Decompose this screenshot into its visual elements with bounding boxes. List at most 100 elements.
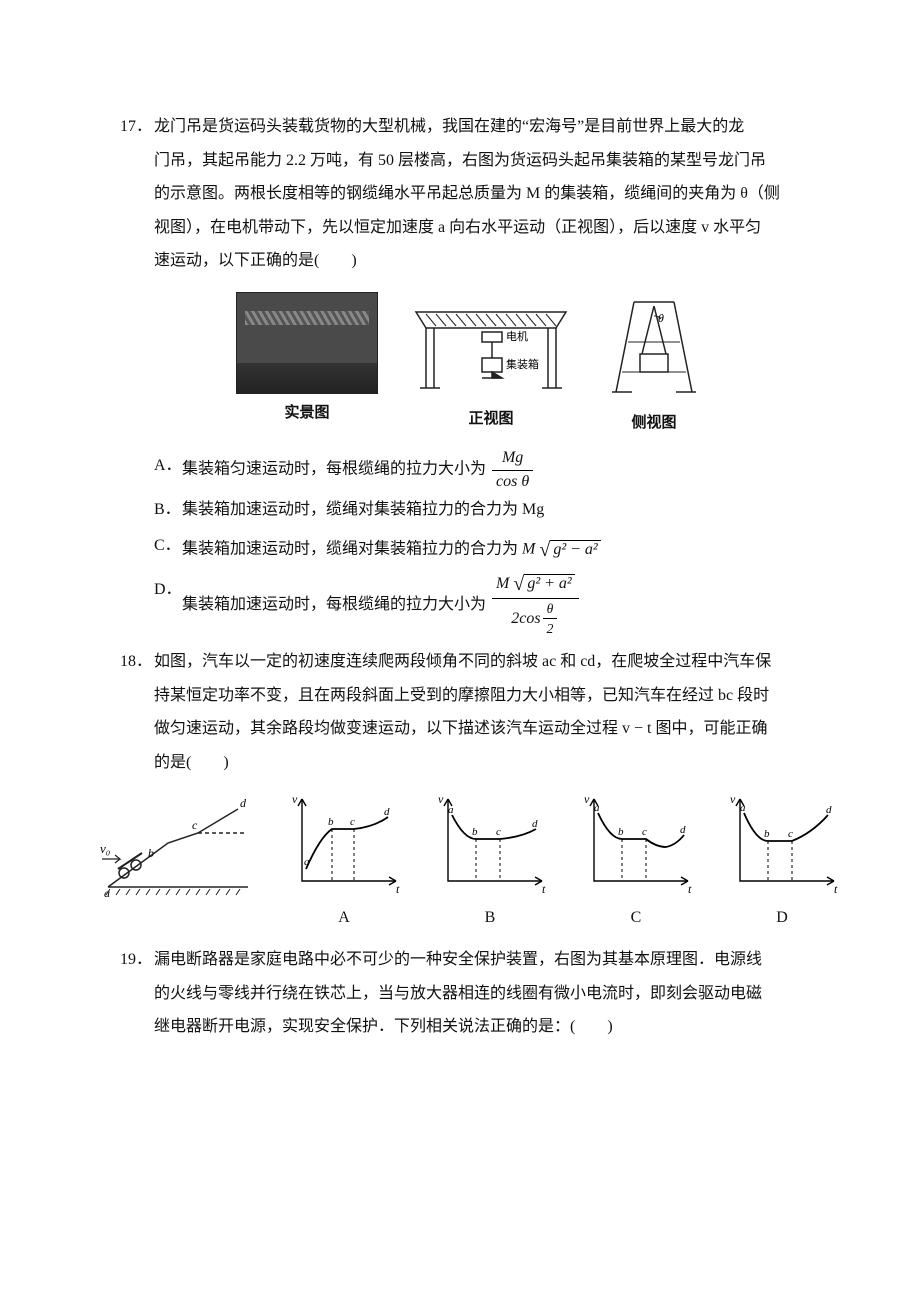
option-tag: C．: [154, 529, 182, 571]
pt-b: b: [328, 816, 334, 828]
sqrt-arg: g² + a²: [524, 574, 574, 592]
question-18: 18． 如图，汽车以一定的初速度连续爬两段倾角不同的斜坡 ac 和 cd，在爬坡…: [120, 645, 820, 935]
slope-c: c: [192, 818, 198, 832]
pt-b: b: [764, 828, 770, 840]
option-tag: B．: [154, 493, 182, 527]
page: 17． 龙门吊是货运码头装载货物的大型机械，我国在建的“宏海号”是目前世界上最大…: [0, 0, 920, 1302]
q17-fig-front: 电机 集装箱 正视图: [406, 292, 576, 440]
pt-c: c: [350, 816, 355, 828]
pt-b: b: [618, 826, 624, 838]
axis-x: t: [396, 882, 400, 896]
fraction-icon: M √g² + a² 2cosθ2: [492, 573, 579, 637]
axis-x: t: [834, 882, 838, 896]
question-17: 17． 龙门吊是货运码头装载货物的大型机械，我国在建的“宏海号”是目前世界上最大…: [120, 110, 820, 637]
q17-stem-line-4: 视图），在电机带动下，先以恒定加速度 a 向右水平运动（正视图），后以速度 v …: [154, 211, 820, 245]
q18-vt-B: v t a b c d B: [430, 789, 550, 935]
vt-label-A: A: [338, 901, 350, 935]
q17A-pre: 集装箱匀速运动时，每根缆绳的拉力大小为: [182, 461, 486, 478]
q18-vt-D: v t a b c d D: [722, 789, 842, 935]
fraction-icon: Mg cos θ: [492, 449, 533, 491]
pt-c: c: [496, 826, 501, 838]
option-text: 集装箱加速运动时，缆绳对集装箱拉力的合力为 Mg: [182, 493, 820, 527]
pt-d: d: [680, 824, 686, 836]
pt-a: a: [740, 802, 746, 814]
q17-option-D: D． 集装箱加速运动时，每根缆绳的拉力大小为 M √g² + a² 2cosθ2: [154, 573, 820, 637]
pt-a: a: [594, 802, 600, 814]
sqrt-icon: √g² − a²: [539, 529, 600, 571]
q18-vt-A: v t a b c d A: [284, 789, 404, 935]
slope-v0: v₀: [100, 841, 110, 856]
q18-stem-line-4: 的是( ): [154, 746, 820, 780]
q18-vt-C: v t a b c d C: [576, 789, 696, 935]
q17-stem-line-3: 的示意图。两根长度相等的钢缆绳水平吊起总质量为 M 的集装箱，缆绳间的夹角为 θ…: [154, 177, 820, 211]
side-view-icon: θ: [604, 292, 704, 404]
q17-stem-cont: 门吊，其起吊能力 2.2 万吨，有 50 层楼高，右图为货运码头起吊集装箱的某型…: [154, 144, 820, 278]
pt-d: d: [826, 804, 832, 816]
slope-icon: v₀ a b c d: [98, 789, 258, 899]
q17-fig-side: θ 侧视图: [604, 292, 704, 440]
frac-num: M √g² + a²: [492, 573, 579, 599]
vt-chart-icon: v t a b c d: [576, 789, 696, 899]
axis-y: v: [292, 792, 298, 806]
scene-photo-icon: [236, 292, 378, 394]
nfrac-den: 2: [543, 619, 558, 637]
option-text: 集装箱加速运动时，每根缆绳的拉力大小为 M √g² + a² 2cosθ2: [182, 573, 820, 637]
q17-stem-line-1: 龙门吊是货运码头装载货物的大型机械，我国在建的“宏海号”是目前世界上最大的龙: [154, 110, 820, 144]
frac-den: cos θ: [492, 471, 533, 491]
pt-c: c: [642, 826, 647, 838]
slope-d: d: [240, 796, 247, 810]
axis-y: v: [584, 792, 590, 806]
axis-y: v: [438, 792, 444, 806]
q17D-num-coef: M: [496, 575, 509, 592]
q18-stem-line-2: 持某恒定功率不变，且在两段斜面上受到的摩擦阻力大小相等，已知汽车在经过 bc 段…: [154, 679, 820, 713]
vt-chart-icon: v t a b c d: [430, 789, 550, 899]
q17-fig-scene-label: 实景图: [284, 398, 329, 430]
q17-fig-scene: 实景图: [236, 292, 378, 440]
vt-chart-icon: v t a b c d: [284, 789, 404, 899]
axis-y: v: [730, 792, 736, 806]
q18-stem-line-1: 如图，汽车以一定的初速度连续爬两段倾角不同的斜坡 ac 和 cd，在爬坡全过程中…: [154, 645, 820, 679]
q17-figures: 实景图: [120, 292, 820, 440]
option-tag: A．: [154, 449, 182, 491]
axis-x: t: [542, 882, 546, 896]
nfrac-num: θ: [543, 601, 558, 620]
q17-fig-front-label: 正视图: [468, 404, 513, 436]
q18-stem-line-3: 做匀速运动，其余路段均做变速运动，以下描述该汽车运动全过程 v − t 图中，可…: [154, 712, 820, 746]
q17D-pre: 集装箱加速运动时，每根缆绳的拉力大小为: [182, 596, 486, 613]
q19-stem: 漏电断路器是家庭电路中必不可少的一种安全保护装置，右图为其基本原理图．电源线: [154, 943, 820, 977]
q18-number: 18．: [120, 645, 154, 679]
q17-stem-line-2: 门吊，其起吊能力 2.2 万吨，有 50 层楼高，右图为货运码头起吊集装箱的某型…: [154, 144, 820, 178]
pt-d: d: [532, 818, 538, 830]
q18-stem-cont: 持某恒定功率不变，且在两段斜面上受到的摩擦阻力大小相等，已知汽车在经过 bc 段…: [154, 679, 820, 780]
q17-fig-side-label: 侧视图: [631, 408, 676, 440]
sqrt-arg: g² − a²: [550, 540, 600, 558]
frac-num: Mg: [492, 449, 533, 470]
q19-number: 19．: [120, 943, 154, 977]
q17-number: 17．: [120, 110, 154, 144]
q17-option-C: C． 集装箱加速运动时，缆绳对集装箱拉力的合力为 M √g² − a²: [154, 529, 820, 571]
q17D-den-top: 2cos: [511, 610, 540, 627]
front-container-label: 集装箱: [506, 357, 539, 371]
option-text: 集装箱加速运动时，缆绳对集装箱拉力的合力为 M √g² − a²: [182, 529, 820, 571]
q19-stem-line-3: 继电器断开电源，实现安全保护．下列相关说法正确的是：( ): [154, 1010, 820, 1044]
q17-head: 17． 龙门吊是货运码头装载货物的大型机械，我国在建的“宏海号”是目前世界上最大…: [120, 110, 820, 144]
pt-c: c: [788, 828, 793, 840]
q18-figure-row: v₀ a b c d: [120, 789, 820, 935]
axis-x: t: [688, 882, 692, 896]
option-text: 集装箱匀速运动时，每根缆绳的拉力大小为 Mg cos θ: [182, 449, 820, 491]
vt-label-C: C: [631, 901, 642, 935]
nested-frac-icon: θ2: [543, 601, 558, 637]
q17C-pre: 集装箱加速运动时，缆绳对集装箱拉力的合力为: [182, 541, 522, 558]
q17-option-B: B． 集装箱加速运动时，缆绳对集装箱拉力的合力为 Mg: [154, 493, 820, 527]
slope-b: b: [148, 846, 154, 860]
q18-stem: 如图，汽车以一定的初速度连续爬两段倾角不同的斜坡 ac 和 cd，在爬坡全过程中…: [154, 645, 820, 679]
q19-stem-cont: 的火线与零线并行绕在铁芯上，当与放大器相连的线圈有微小电流时，即刻会驱动电磁 继…: [154, 977, 820, 1044]
front-motor-label: 电机: [506, 329, 528, 343]
q19-head: 19． 漏电断路器是家庭电路中必不可少的一种安全保护装置，右图为其基本原理图．电…: [120, 943, 820, 977]
pt-b: b: [472, 826, 478, 838]
q17C-coef: M: [522, 541, 535, 558]
q19-stem-line-2: 的火线与零线并行绕在铁芯上，当与放大器相连的线圈有微小电流时，即刻会驱动电磁: [154, 977, 820, 1011]
question-19: 19． 漏电断路器是家庭电路中必不可少的一种安全保护装置，右图为其基本原理图．电…: [120, 943, 820, 1044]
slope-a: a: [104, 886, 110, 899]
vt-label-D: D: [776, 901, 788, 935]
